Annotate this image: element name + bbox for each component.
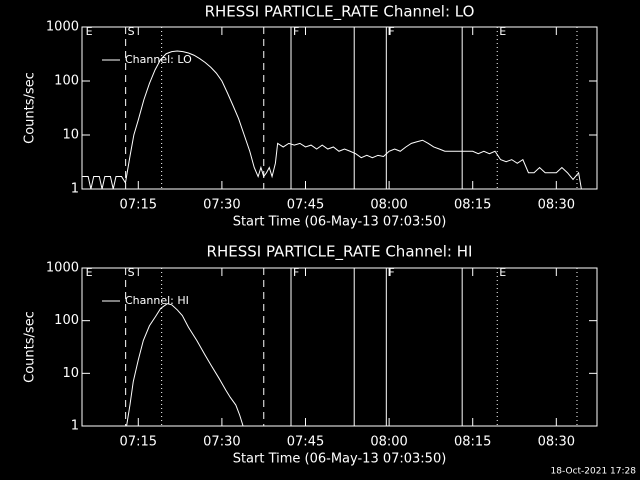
x-tick-label: 08:30: [538, 198, 575, 213]
x-tick-label: 08:00: [370, 198, 407, 213]
footer: 18-Oct-2021 17:28: [551, 467, 637, 477]
marker-label: E: [499, 266, 506, 279]
y-axis-label: Counts/sec: [23, 311, 38, 383]
y-tick-label: 10: [62, 366, 79, 381]
legend-label: Channel: HI: [125, 294, 189, 307]
x-tick-label: 08:30: [538, 435, 575, 450]
x-tick-label: 08:15: [454, 435, 491, 450]
y-tick-label: 1000: [46, 261, 79, 276]
marker-label: S: [128, 266, 135, 279]
x-tick-label: 08:15: [454, 198, 491, 213]
x-tick-label: 07:45: [287, 435, 324, 450]
marker-label: E: [86, 266, 93, 279]
marker-label: F: [293, 266, 299, 279]
x-axis-label: Start Time (06-May-13 07:03:50): [233, 215, 447, 230]
chart-title: RHESSI PARTICLE_RATE Channel: LO: [205, 3, 475, 22]
series: [82, 50, 582, 189]
plot-frame: [81, 26, 598, 190]
y-axis-label: Counts/sec: [23, 72, 38, 144]
x-tick-label: 07:30: [203, 198, 240, 213]
x-tick-label: 07:15: [120, 435, 157, 450]
x-tick-label: 08:00: [370, 435, 407, 450]
x-tick-label: 07:15: [120, 198, 157, 213]
marker-label: F: [293, 25, 299, 38]
marker-label: F: [388, 25, 394, 38]
x-tick-label: 07:45: [287, 198, 324, 213]
marker-label: E: [86, 25, 93, 38]
data-line: [82, 50, 582, 189]
y-tick-label: 1000: [46, 20, 79, 35]
x-axis-label: Start Time (06-May-13 07:03:50): [233, 452, 447, 467]
y-tick-label: 1: [71, 419, 79, 434]
marker-label: S: [128, 25, 135, 38]
x-tick-label: 07:30: [203, 435, 240, 450]
y-tick-label: 100: [54, 74, 79, 89]
y-tick-label: 10: [62, 128, 79, 143]
y-tick-label: 1: [71, 182, 79, 197]
chart-title: RHESSI PARTICLE_RATE Channel: HI: [207, 243, 473, 262]
plot-frame: [81, 267, 598, 427]
y-tick-label: 100: [54, 313, 79, 328]
marker-label: E: [499, 25, 506, 38]
legend-label: Channel: LO: [125, 53, 192, 66]
marker-label: F: [388, 266, 394, 279]
series: [126, 303, 244, 426]
data-line: [126, 303, 244, 426]
